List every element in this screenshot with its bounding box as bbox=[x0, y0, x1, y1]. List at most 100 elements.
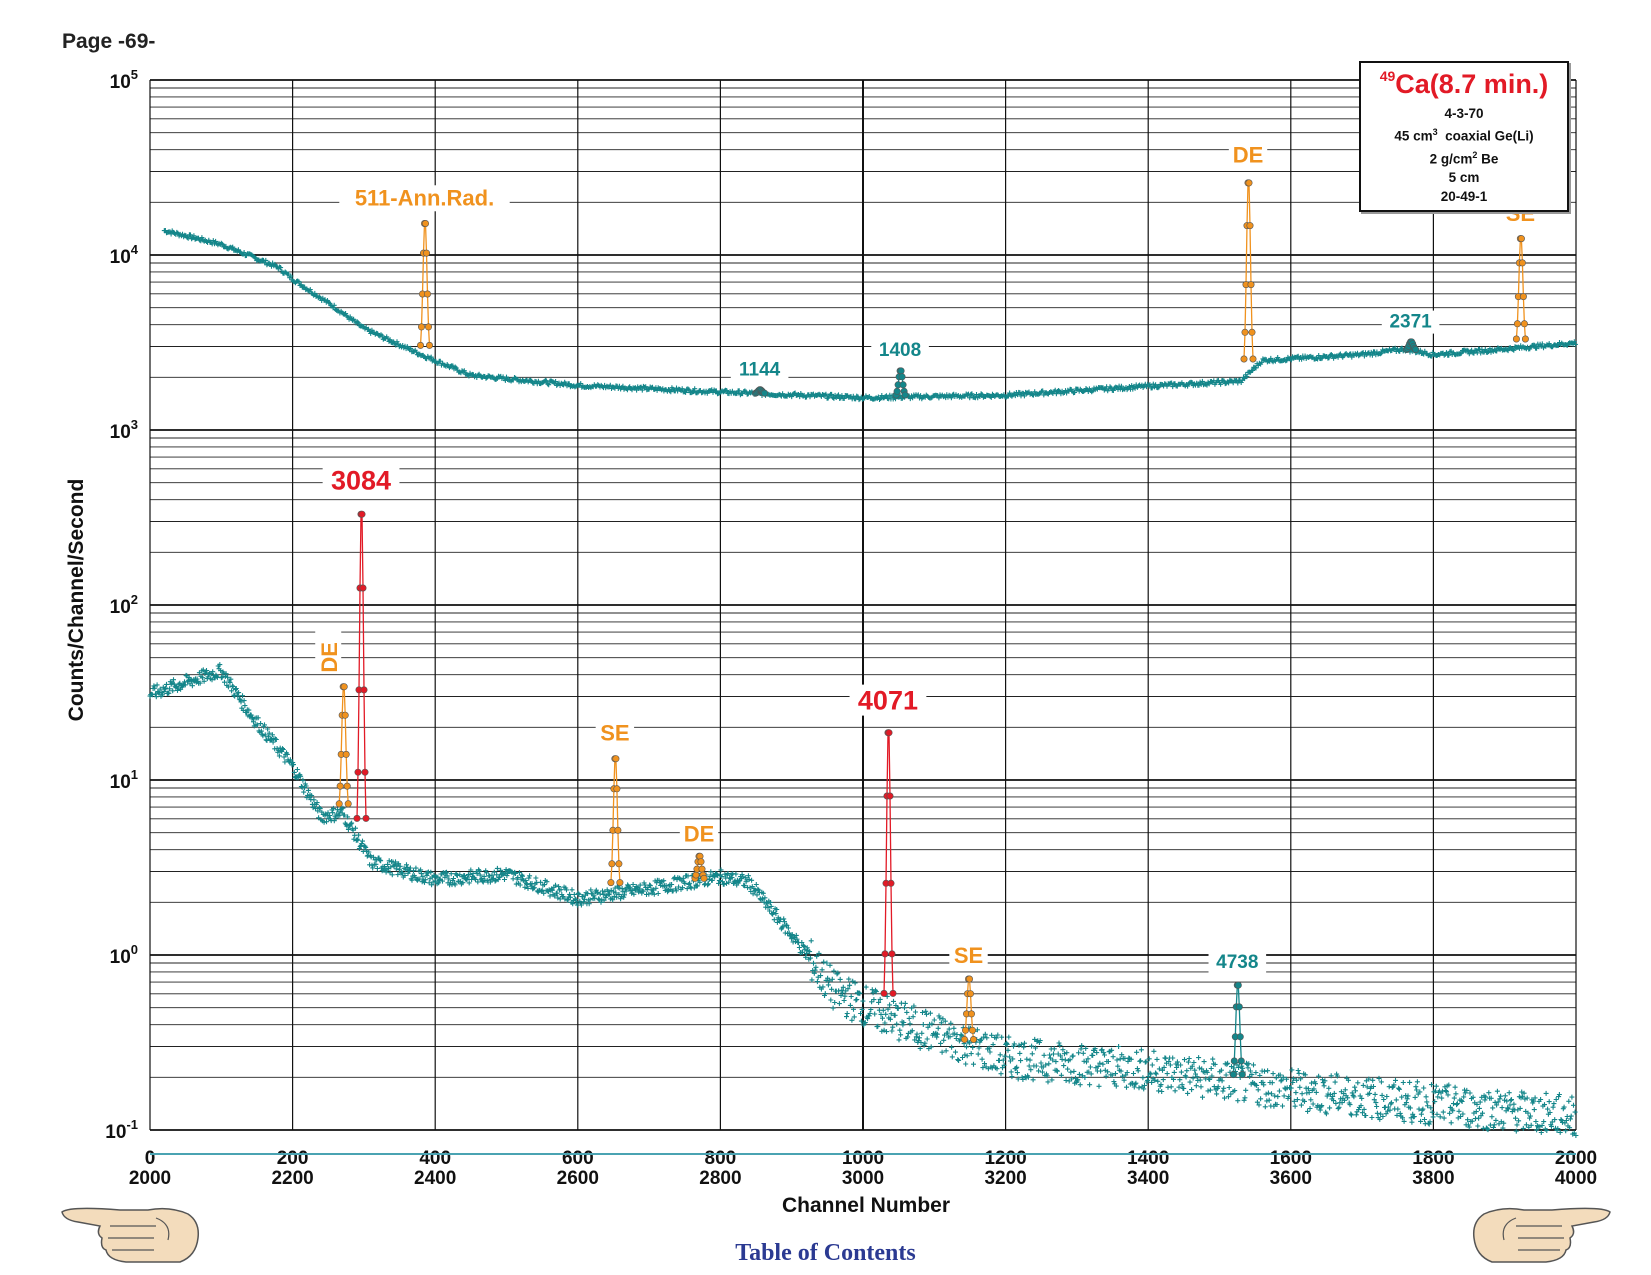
peak-point bbox=[1412, 345, 1420, 353]
y-tick-label: 105 bbox=[110, 67, 138, 93]
peak-label-bg bbox=[1228, 142, 1268, 169]
y-axis-label: Counts/Channel/Second bbox=[65, 479, 88, 722]
table-of-contents-link[interactable]: Table of Contents bbox=[735, 1240, 916, 1266]
peak-point bbox=[607, 879, 615, 887]
x-tick-label-upper: 2000 bbox=[129, 1168, 171, 1189]
peak-point bbox=[1245, 179, 1253, 187]
peak-point bbox=[340, 683, 348, 691]
peak-point bbox=[960, 1036, 968, 1044]
absorber-value: 2 g/cm bbox=[1429, 151, 1473, 166]
axes: 10510410310210110010-1020002002200400240… bbox=[105, 67, 1597, 1189]
background-points-lower bbox=[147, 662, 1579, 1138]
peak-point bbox=[336, 782, 344, 790]
peak-label: 1408 bbox=[879, 340, 921, 361]
peak-label-bg bbox=[679, 821, 719, 848]
peak-point bbox=[880, 989, 888, 997]
peak-point bbox=[1519, 293, 1527, 301]
peak-label: 3084 bbox=[331, 466, 391, 496]
peak-label: DE bbox=[317, 642, 342, 673]
peak-point bbox=[358, 510, 366, 518]
peak-point bbox=[1513, 320, 1521, 328]
x-tick-label-lower: 0 bbox=[145, 1148, 156, 1169]
peak-point bbox=[893, 387, 901, 395]
peak-point bbox=[1248, 328, 1256, 336]
peak-point bbox=[360, 686, 368, 694]
peak-point bbox=[887, 879, 895, 887]
peak-point bbox=[1234, 981, 1242, 989]
peak-label: 511-Ann.Rad. bbox=[355, 185, 494, 210]
peak-label: SE bbox=[954, 943, 983, 968]
peak-label-bg bbox=[1208, 951, 1267, 975]
peak-point bbox=[901, 391, 909, 399]
peak-point bbox=[424, 323, 432, 331]
peak-point bbox=[1229, 1071, 1237, 1079]
x-tick-label-upper: 3000 bbox=[842, 1168, 884, 1189]
peak-label-bg bbox=[730, 358, 789, 382]
peak-point bbox=[1238, 1071, 1246, 1079]
x-tick-label-lower: 1000 bbox=[842, 1148, 884, 1169]
peak-point bbox=[616, 879, 624, 887]
peak-label: SE bbox=[600, 720, 629, 745]
peak-point bbox=[615, 860, 623, 868]
previous-page-hand-icon[interactable] bbox=[60, 1204, 202, 1266]
peak-label-bg bbox=[595, 720, 635, 747]
peak-label-bg bbox=[871, 339, 929, 363]
peak-point bbox=[968, 1026, 976, 1034]
peak-point bbox=[965, 975, 973, 983]
peak-point bbox=[343, 782, 351, 790]
peak-point bbox=[1246, 222, 1254, 230]
nuclide-title: 49Ca(8.7 min.) bbox=[1361, 69, 1567, 98]
peak-point bbox=[886, 792, 894, 800]
peak-label-bg bbox=[315, 628, 342, 673]
measurement-date: 4-3-70 bbox=[1444, 106, 1484, 121]
peak-point bbox=[342, 750, 350, 758]
peak-point bbox=[354, 768, 362, 776]
peak-label: DE bbox=[684, 822, 715, 847]
x-tick-label-upper: 2600 bbox=[557, 1168, 599, 1189]
x-tick-label-lower: 1800 bbox=[1412, 1148, 1454, 1169]
spectrum-info-box: 49Ca(8.7 min.) 4-3-70 45 cm3 coaxial Ge(… bbox=[1359, 61, 1569, 212]
next-page-hand-icon[interactable] bbox=[1470, 1204, 1612, 1266]
peak-label: 2371 bbox=[1389, 312, 1432, 333]
peak-point bbox=[969, 1036, 977, 1044]
peak-point bbox=[422, 249, 430, 257]
peak-label-bg bbox=[339, 185, 510, 212]
peak-point bbox=[961, 1026, 969, 1034]
peak-label: 4738 bbox=[1216, 952, 1258, 973]
peak-point bbox=[614, 826, 622, 834]
x-tick-label-lower: 600 bbox=[562, 1148, 594, 1169]
peak-point bbox=[1517, 235, 1525, 243]
detector-type: coaxial Ge(Li) bbox=[1445, 128, 1534, 144]
y-tick-label: 101 bbox=[110, 767, 138, 793]
nuclide-name: Ca(8.7 min.) bbox=[1395, 69, 1549, 99]
peak-point bbox=[1249, 355, 1257, 363]
peak-point bbox=[612, 755, 620, 763]
peak-point bbox=[888, 950, 896, 958]
peak-point bbox=[885, 729, 893, 737]
peak-point bbox=[692, 871, 700, 879]
peak-point bbox=[1247, 281, 1255, 289]
run-id: 20-49-1 bbox=[1440, 189, 1488, 204]
x-tick-label-upper: 3800 bbox=[1412, 1168, 1454, 1189]
x-tick-label-upper: 2400 bbox=[414, 1168, 456, 1189]
peak-point bbox=[416, 341, 424, 349]
mass-number: 49 bbox=[1379, 68, 1396, 84]
peak-point bbox=[1512, 335, 1520, 343]
peak-point bbox=[697, 858, 705, 866]
x-tick-label-upper: 3400 bbox=[1127, 1168, 1169, 1189]
peak-point bbox=[608, 860, 616, 868]
peak-label-bg bbox=[949, 942, 988, 969]
x-tick-label-lower: 1600 bbox=[1270, 1148, 1312, 1169]
peak-point bbox=[361, 768, 369, 776]
peak-point bbox=[1237, 1057, 1245, 1065]
absorber-line: 2 g/cm2 Be bbox=[1361, 146, 1567, 169]
peak-point bbox=[1236, 1033, 1244, 1041]
peak-label-bg bbox=[1381, 310, 1440, 334]
peak-point bbox=[1240, 355, 1248, 363]
x-tick-label-upper: 2200 bbox=[271, 1168, 313, 1189]
x-tick-label-upper: 3200 bbox=[984, 1168, 1026, 1189]
peak-point bbox=[1518, 259, 1526, 267]
peak-point bbox=[362, 814, 370, 822]
peak-point bbox=[423, 290, 431, 298]
